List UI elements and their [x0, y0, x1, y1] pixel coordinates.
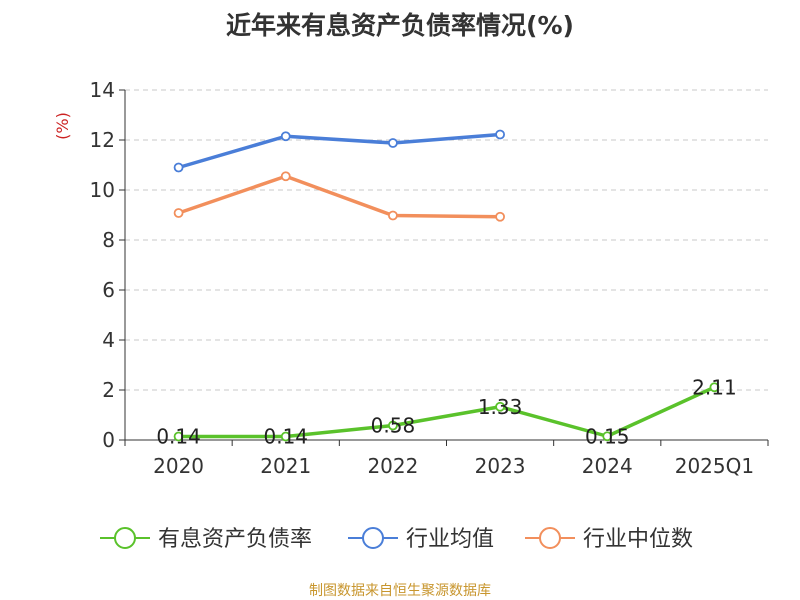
data-point [388, 210, 398, 221]
series-line [178, 385, 716, 439]
y-tick-label: 2 [102, 378, 115, 402]
data-point [602, 431, 613, 442]
data-label: 2.11 [692, 375, 737, 399]
legend-marker [362, 527, 384, 549]
axes [119, 89, 769, 446]
x-tick-label: 2022 [367, 454, 418, 478]
data-point [388, 138, 398, 148]
legend-marker [114, 527, 136, 549]
x-tick-labels: 2020 2021 2022 2023 2024 2025Q1 [153, 454, 754, 478]
data-point [280, 171, 291, 182]
y-tick-label: 4 [102, 328, 115, 352]
series-1 [173, 129, 505, 173]
grid-lines [125, 89, 768, 391]
legend-label: 行业均值 [406, 527, 494, 552]
data-label: 0.15 [585, 424, 630, 448]
y-tick-label: 14 [90, 78, 115, 102]
data-label: 0.14 [156, 425, 201, 449]
data-label: 1.33 [478, 395, 523, 419]
legend: 有息资产负债率 行业均值 行业中位数 [100, 527, 693, 552]
legend-marker [539, 527, 561, 549]
series-0 [173, 382, 720, 442]
y-tick-label: 10 [90, 178, 115, 202]
y-tick-label: 0 [102, 428, 115, 452]
legend-item-1[interactable]: 行业均值 [348, 527, 494, 552]
data-point [388, 420, 398, 431]
x-tick-label: 2020 [153, 454, 204, 478]
x-tick-label: 2021 [260, 454, 311, 478]
legend-label: 有息资产负债率 [158, 527, 312, 552]
data-point [173, 208, 184, 218]
legend-label: 行业中位数 [583, 527, 693, 552]
y-tick-label: 8 [102, 228, 115, 252]
data-point [280, 131, 291, 142]
y-axis-label: (%) [53, 112, 72, 140]
data-point [173, 431, 184, 442]
series-line [178, 174, 501, 219]
x-tick-label: 2025Q1 [675, 454, 754, 478]
chart-title: 近年来有息资产负债率情况(%) [226, 11, 574, 40]
data-labels: 0.14 0.14 0.58 1.33 0.15 2.11 [156, 375, 736, 448]
legend-item-0[interactable]: 有息资产负债率 [100, 527, 312, 552]
legend-item-2[interactable]: 行业中位数 [525, 527, 693, 552]
data-point [280, 431, 291, 442]
data-label: 0.58 [371, 414, 416, 438]
x-tick-label: 2023 [475, 454, 526, 478]
series-lines [173, 129, 720, 442]
y-tick-label: 6 [102, 278, 115, 302]
series-line [178, 132, 501, 170]
data-point [173, 162, 184, 173]
source-note: 制图数据来自恒生聚源数据库 [309, 583, 491, 599]
data-point [495, 401, 505, 412]
x-tick-label: 2024 [582, 454, 633, 478]
y-tick-label: 12 [90, 128, 115, 152]
y-tick-labels: 0 2 4 6 8 10 12 14 [90, 78, 115, 452]
series-2 [173, 171, 505, 222]
data-point [495, 211, 505, 222]
data-point [709, 382, 720, 393]
data-point [495, 129, 505, 140]
data-label: 0.14 [263, 425, 308, 449]
